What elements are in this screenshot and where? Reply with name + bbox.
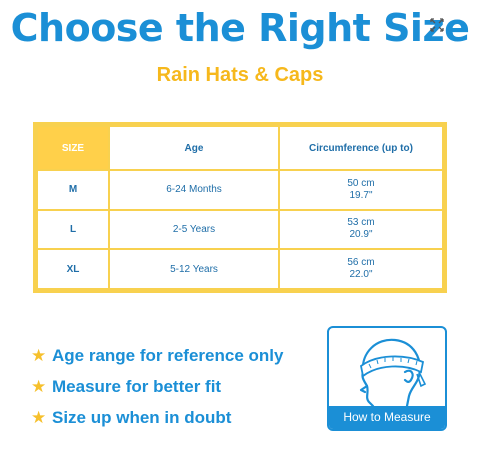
circumference-inch: 22.0" [349,269,373,281]
circumference-inch: 19.7" [349,189,373,201]
list-item: ★ Age range for reference only [31,340,283,371]
size-chart-table: SIZE Age Circumference (up to) M 6-24 Mo… [33,122,447,293]
tip-text: Measure for better fit [52,376,222,396]
circumference-inch: 20.9" [349,229,373,241]
table-row: M 6-24 Months 50 cm 19.7" [36,169,444,211]
circumference-cm: 50 cm [347,177,375,189]
circumference-cell: 53 cm 20.9" [278,208,444,251]
expand-arrows-icon[interactable] [430,18,444,32]
column-header-size: SIZE [36,125,110,171]
circumference-cm: 53 cm [347,217,375,229]
how-to-measure-card[interactable]: How to Measure [327,326,447,431]
tip-text: Size up when in doubt [52,407,232,427]
tip-text: Age range for reference only [52,345,284,365]
page-subtitle: Rain Hats & Caps [156,64,324,86]
size-cell: M [36,169,110,211]
table-row: L 2-5 Years 53 cm 20.9" [36,208,444,251]
star-icon: ★ [31,376,47,396]
head-measuring-tape-icon [359,338,427,408]
age-cell: 6-24 Months [108,169,280,211]
size-cell: XL [36,248,110,290]
age-cell: 5-12 Years [108,248,280,290]
table-header-row: SIZE Age Circumference (up to) [36,125,444,171]
age-cell: 2-5 Years [108,208,280,251]
size-cell: L [36,208,110,251]
star-icon: ★ [31,407,47,427]
circumference-cm: 56 cm [347,257,375,269]
table-row: XL 5-12 Years 56 cm 22.0" [36,248,444,290]
column-header-circumference: Circumference (up to) [278,125,444,171]
tips-list: ★ Age range for reference only ★ Measure… [31,340,283,433]
how-to-measure-button[interactable]: How to Measure [329,406,445,429]
circumference-cell: 56 cm 22.0" [278,248,444,290]
column-header-age: Age [108,125,280,171]
circumference-cell: 50 cm 19.7" [278,169,444,211]
list-item: ★ Size up when in doubt [31,402,283,433]
list-item: ★ Measure for better fit [31,371,283,402]
page-title: Choose the Right Size [10,6,470,50]
star-icon: ★ [31,345,47,365]
